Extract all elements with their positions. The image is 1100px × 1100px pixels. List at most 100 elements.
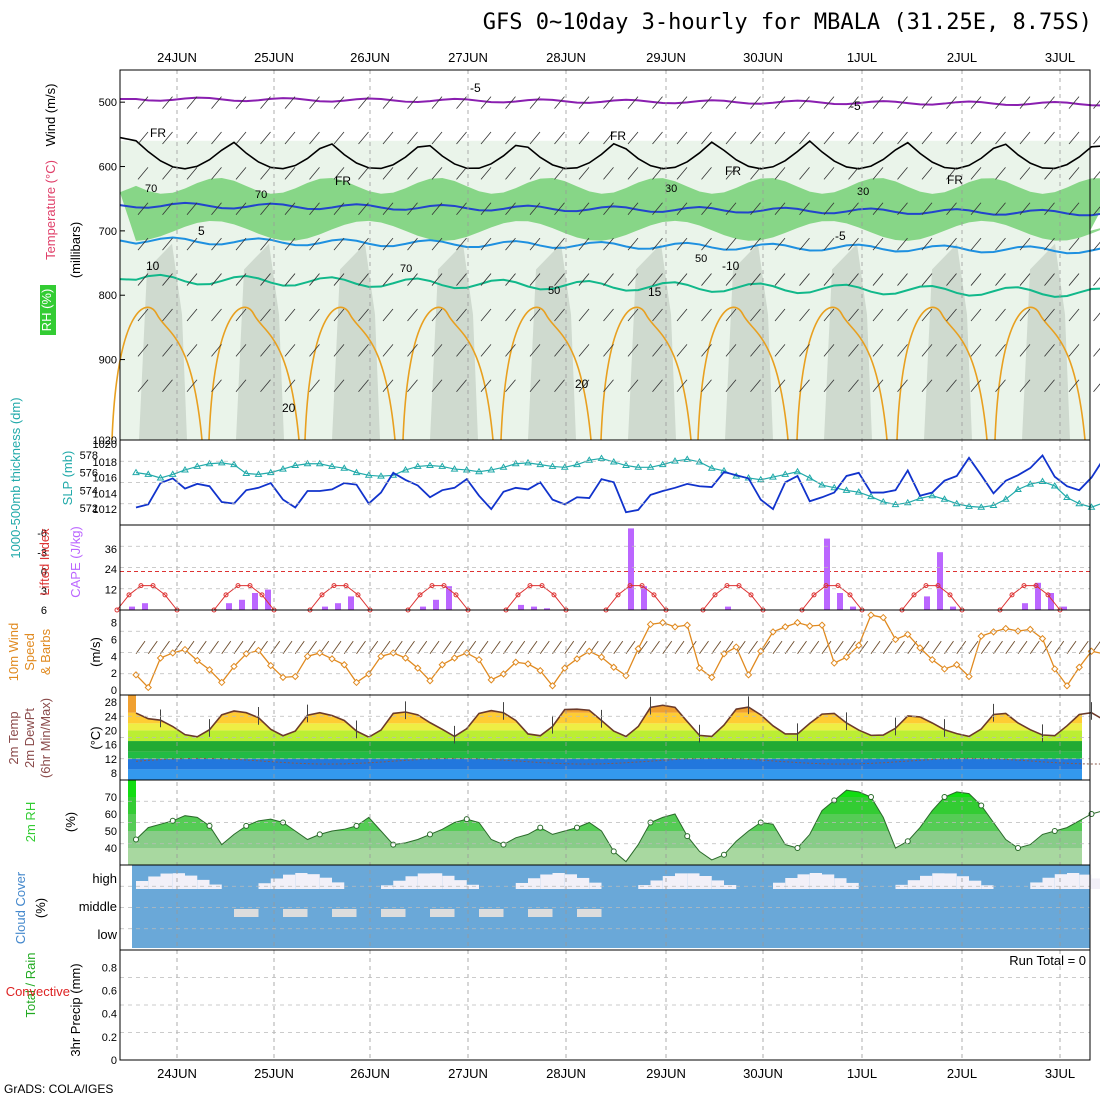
cloud-high-cell: [675, 873, 688, 889]
cloud-mid-cell: [577, 909, 602, 917]
wind-barb-10m: [343, 640, 354, 655]
wind-barb: [848, 167, 859, 180]
wind-speed-point: [818, 621, 826, 629]
wind-barb-10m: [637, 640, 648, 655]
wind-barb: [1093, 170, 1100, 180]
wind-barb: [505, 131, 516, 145]
wind-tick: 0: [111, 685, 117, 697]
wind-barb: [1068, 96, 1080, 109]
wind-barb: [554, 273, 565, 286]
slp-tick: 1016: [93, 473, 117, 485]
rh-point: [353, 822, 360, 829]
wind-barb: [823, 131, 835, 145]
wind-barb: [725, 308, 737, 322]
wind-barb: [284, 237, 296, 251]
thickness-point: [842, 486, 851, 493]
wind-barb: [456, 379, 467, 392]
wind-barb: [578, 237, 590, 251]
li-tick: -3: [37, 547, 47, 559]
thickness-point: [671, 457, 679, 464]
thickness-point: [230, 460, 238, 468]
cloud-high-cell: [136, 881, 149, 889]
wind-barb: [921, 131, 933, 145]
isotherm-label: -10: [722, 259, 740, 273]
rh-tick: 50: [105, 826, 117, 838]
cloud-high-cell: [797, 874, 810, 889]
wind-barb: [872, 237, 884, 251]
thickness-point: [536, 460, 545, 468]
wind-barb-10m: [527, 640, 538, 655]
wind-barb: [774, 237, 786, 251]
wind-barb: [309, 202, 320, 216]
isotherm-line: [120, 96, 1100, 107]
wind-barb: [554, 308, 565, 322]
cape-bar: [252, 593, 258, 610]
thickness-point: [952, 499, 961, 507]
wind-barb: [1044, 273, 1055, 286]
rh-high-band: [120, 177, 1100, 241]
thickness-point: [683, 455, 692, 462]
wind-speed-point: [916, 644, 924, 652]
li-point: [1045, 592, 1051, 598]
date-label-bottom: 28JUN: [546, 1066, 586, 1081]
wind-speed-point: [1063, 682, 1071, 690]
wind-speed-point: [389, 649, 397, 657]
wind-barb: [750, 131, 761, 145]
wind-barb: [407, 131, 418, 145]
wind-speed-point: [218, 678, 226, 687]
wind-barb: [480, 344, 492, 357]
wind-speed-point: [1038, 634, 1047, 643]
slp-tick: 1012: [93, 504, 117, 516]
wind-barb: [603, 237, 614, 251]
wind-barb: [921, 308, 933, 322]
rh-column: [824, 243, 872, 440]
wind-barb: [701, 379, 712, 392]
wind-speed-point: [732, 643, 740, 651]
wind-barb: [848, 308, 859, 322]
li-tick: 0: [41, 567, 47, 579]
wind-barb: [652, 308, 663, 322]
wind-barb: [554, 131, 565, 145]
wind-barb: [1068, 131, 1080, 145]
li-point: [847, 592, 853, 598]
wind-barb-10m: [882, 640, 893, 655]
rh-column: [430, 243, 478, 440]
wind-speed-point: [573, 655, 581, 663]
thickness-point: [560, 463, 569, 470]
cape-bar: [142, 603, 148, 610]
li-line: [116, 585, 178, 611]
cloud-high-cell: [809, 873, 822, 889]
wind-barb: [1019, 308, 1031, 322]
isotherm-warm: [600, 306, 692, 441]
wind-barb: [505, 344, 516, 357]
wind-barb: [235, 167, 247, 180]
wind-barb: [578, 96, 590, 109]
wind-barb: [186, 273, 198, 286]
wind-speed-point: [303, 652, 312, 661]
li-point: [223, 592, 229, 598]
isotherm-label: FR: [725, 164, 741, 178]
wind-barb: [137, 308, 149, 322]
wind-barb-10m: [282, 640, 293, 655]
wind-barb: [137, 379, 149, 392]
thickness-point: [622, 461, 630, 469]
wind-barb: [333, 308, 345, 322]
li-point: [615, 592, 621, 598]
wind-barb: [872, 131, 884, 145]
wind-barb-10m: [931, 640, 942, 655]
wind-barb: [162, 131, 173, 145]
wind-barb: [872, 273, 884, 286]
wind-barb: [897, 379, 908, 392]
wind-barb: [456, 308, 467, 322]
wind-barb: [946, 237, 957, 251]
wind-barb: [309, 379, 320, 392]
wind-barb: [407, 308, 418, 322]
upper-label-pressure: (millibars): [68, 222, 83, 278]
upper-label-wind: Wind (m/s): [43, 84, 58, 147]
wind-speed-point: [450, 654, 459, 662]
li-tick: -6: [37, 528, 47, 540]
wind-barb: [823, 379, 835, 392]
wind-barb: [995, 344, 1006, 357]
wind-barb: [774, 131, 786, 145]
isotherm-label: -5: [850, 99, 861, 113]
